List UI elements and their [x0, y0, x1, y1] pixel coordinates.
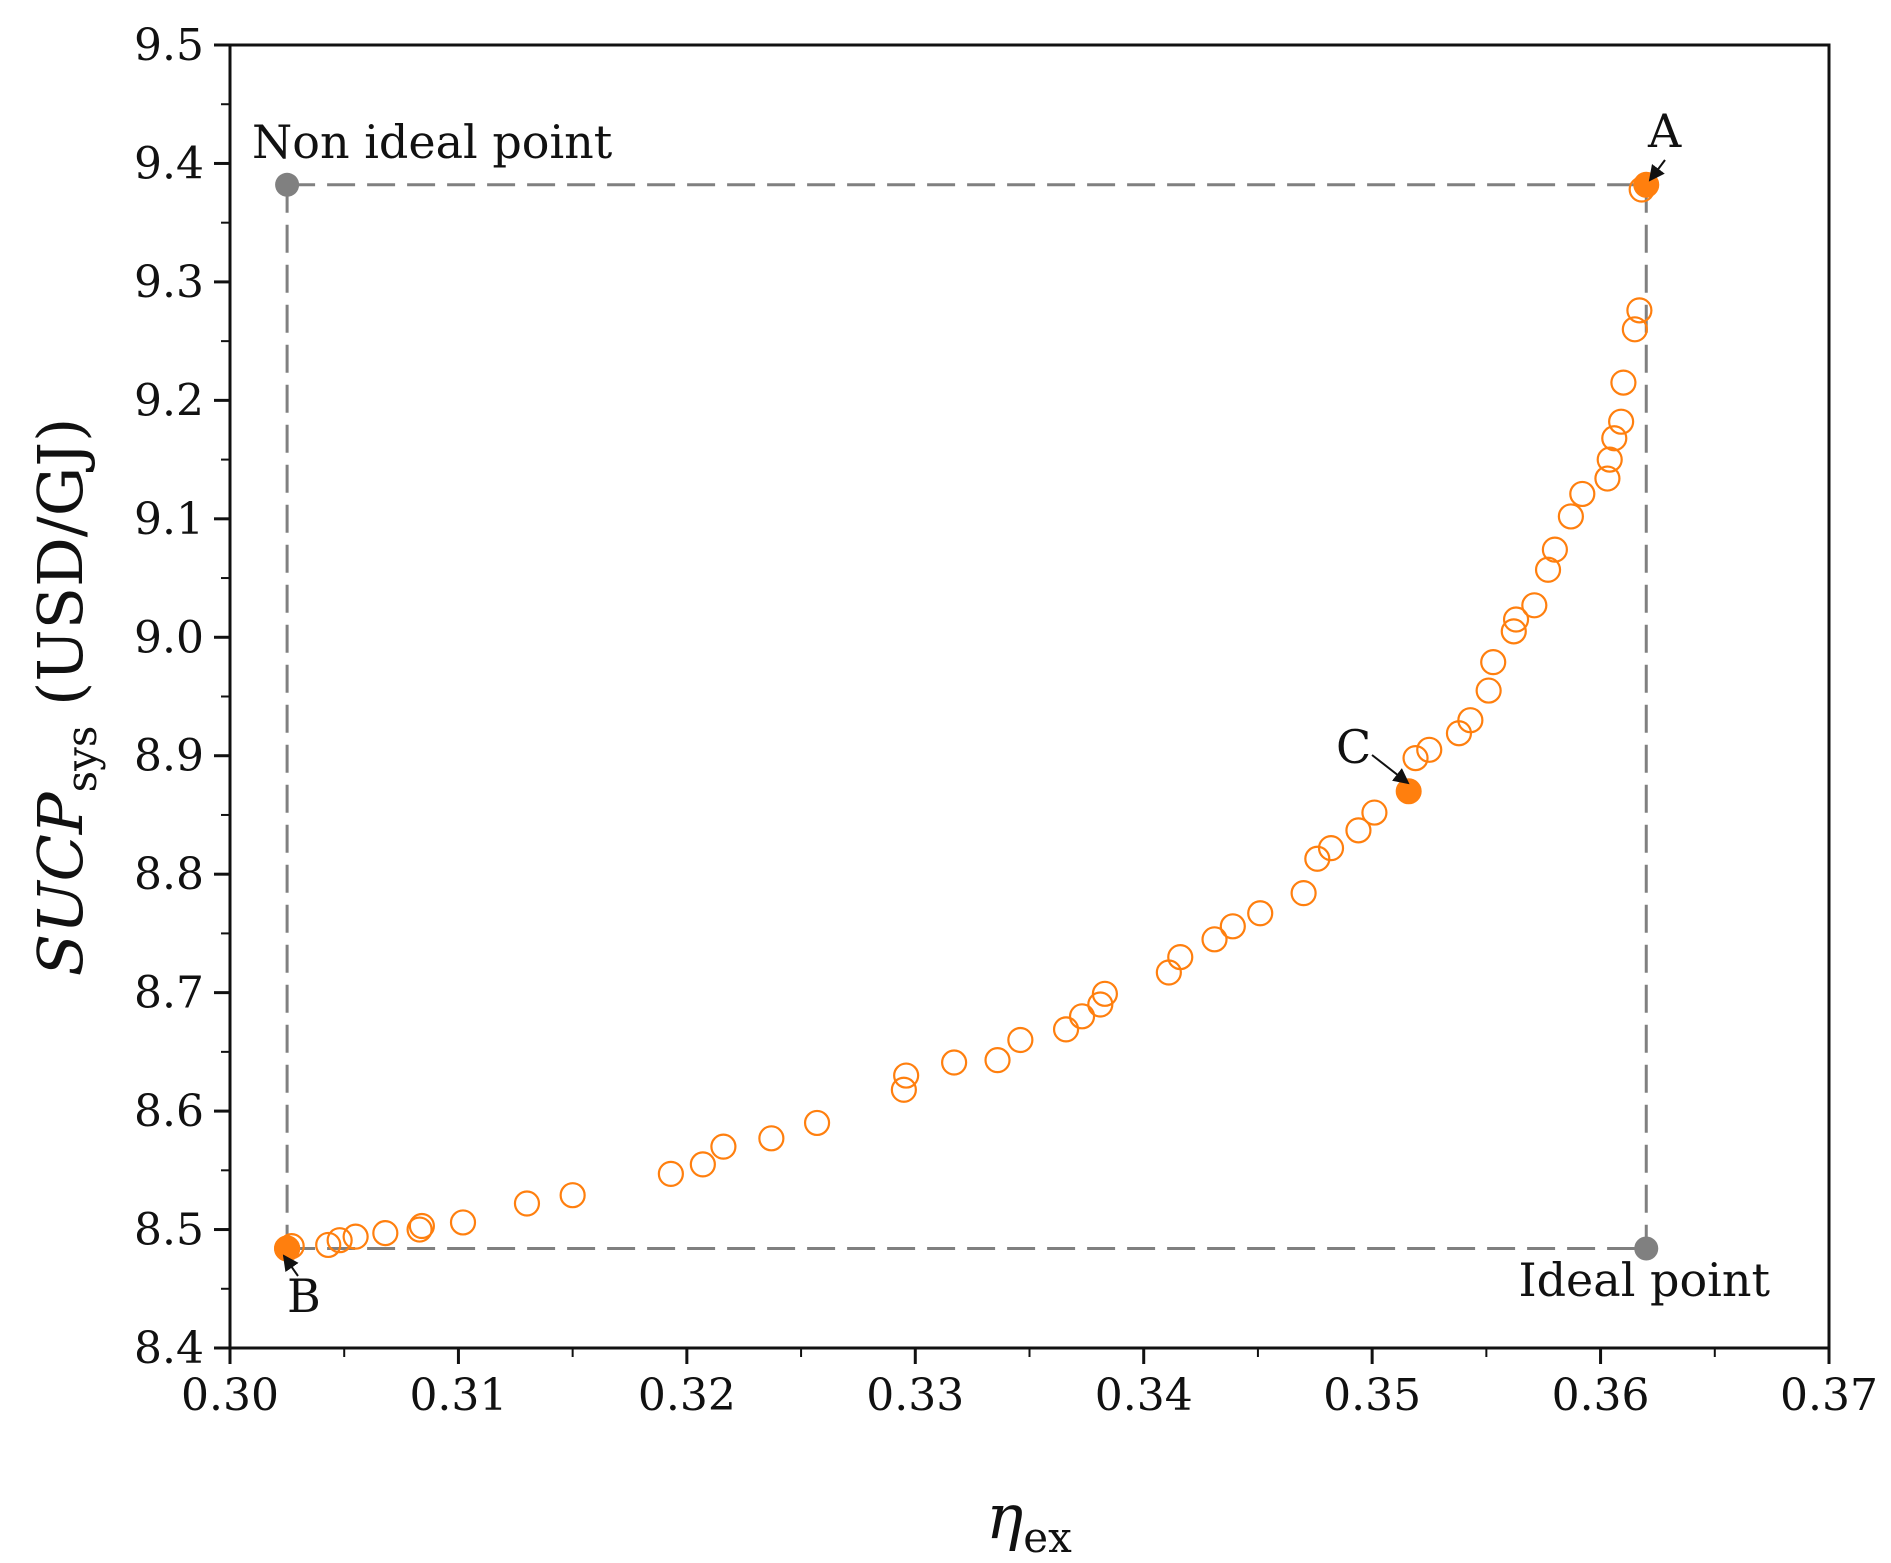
point-c-label: C — [1336, 720, 1371, 774]
data-point — [1621, 316, 1648, 343]
y-tick-label: 9.5 — [134, 20, 204, 71]
y-axis-unit-text: (USD/GJ) — [24, 418, 97, 706]
y-tick-label: 9.0 — [134, 612, 204, 663]
data-point — [559, 1182, 586, 1209]
data-point — [689, 1151, 716, 1178]
data-point — [315, 1231, 342, 1259]
x-axis-title: ηex — [986, 1480, 1072, 1562]
data-point — [1091, 980, 1118, 1007]
x-tick-label: 0.35 — [1323, 1370, 1421, 1421]
data-point — [1457, 707, 1484, 734]
data-point — [449, 1209, 477, 1236]
arrow-c — [1371, 754, 1410, 785]
y-tick-label: 8.8 — [134, 849, 204, 900]
arrow-b — [282, 1254, 299, 1277]
data-point — [1290, 880, 1317, 907]
y-tick-label: 9.1 — [134, 494, 204, 545]
x-tick-label: 0.32 — [638, 1370, 736, 1421]
x-axis-subscript: ex — [1023, 1513, 1072, 1562]
data-point — [890, 1076, 917, 1103]
x-tick-label: 0.30 — [181, 1370, 279, 1421]
data-point — [372, 1219, 399, 1247]
data-point — [1594, 465, 1621, 492]
x-tick-label: 0.34 — [1095, 1370, 1193, 1421]
data-point — [1416, 736, 1443, 763]
y-tick-label: 9.2 — [134, 375, 204, 426]
data-point — [1219, 913, 1246, 940]
data-point — [1521, 592, 1548, 619]
y-tick-label: 9.4 — [134, 138, 204, 189]
data-point — [1345, 817, 1372, 844]
y-axis-subscript: sys — [57, 726, 106, 793]
arrow-a — [1648, 159, 1666, 182]
data-point — [1317, 835, 1345, 862]
data-point — [342, 1223, 369, 1250]
data-point — [1304, 845, 1331, 872]
data-point — [1155, 959, 1182, 986]
data-point — [1402, 744, 1429, 772]
data-point — [1557, 503, 1584, 530]
x-tick-label: 0.31 — [409, 1370, 507, 1421]
plot-frame — [228, 43, 1831, 1350]
x-tick-label: 0.37 — [1780, 1370, 1878, 1421]
y-axis-title: SUCPsys (USD/GJ) — [24, 418, 106, 977]
data-point — [657, 1160, 684, 1187]
non-ideal-point-label: Non ideal point — [252, 115, 613, 169]
x-axis-symbol: η — [986, 1480, 1023, 1553]
data-point — [1608, 408, 1635, 435]
data-point — [1569, 480, 1596, 508]
y-tick-label: 8.5 — [134, 1205, 204, 1256]
highlight-point-a — [1633, 171, 1660, 198]
data-point — [513, 1190, 541, 1217]
data-point — [758, 1125, 785, 1152]
y-tick-label: 9.3 — [134, 257, 204, 308]
y-axis-symbol: SUCP — [24, 791, 97, 976]
data-point — [1007, 1026, 1034, 1054]
data-point — [1610, 369, 1637, 396]
data-point — [406, 1216, 433, 1243]
data-point — [710, 1133, 737, 1160]
y-axis-unit — [24, 706, 97, 726]
data-point — [1475, 677, 1502, 704]
data-point — [1626, 297, 1653, 324]
data-point — [984, 1047, 1011, 1074]
data-point — [941, 1049, 968, 1076]
data-point — [1534, 556, 1562, 583]
data-point — [1601, 425, 1628, 452]
y-tick-label: 8.6 — [134, 1086, 204, 1137]
point-a-label: A — [1647, 104, 1682, 158]
y-tick-label: 8.7 — [134, 968, 204, 1019]
x-tick-label: 0.36 — [1552, 1370, 1650, 1421]
non-ideal-point-marker — [275, 172, 300, 197]
y-tick-label: 8.9 — [134, 731, 204, 782]
data-point — [326, 1227, 353, 1254]
data-point — [1541, 536, 1568, 563]
highlight-point-b — [274, 1235, 301, 1262]
x-tick-label: 0.33 — [866, 1370, 964, 1421]
data-point — [893, 1062, 920, 1089]
data-point — [1052, 1016, 1080, 1043]
point-b-label: B — [287, 1269, 321, 1323]
data-point — [1201, 926, 1228, 953]
highlight-point-c — [1395, 778, 1422, 805]
data-point — [1247, 900, 1274, 927]
ideal-point-label: Ideal point — [1518, 1253, 1770, 1307]
data-point — [408, 1212, 435, 1240]
data-point — [1167, 943, 1194, 971]
ideal-point-marker — [1634, 1236, 1659, 1261]
data-point — [1480, 649, 1507, 676]
data-point — [1068, 1003, 1096, 1030]
data-point — [1596, 446, 1623, 473]
data-point — [1361, 799, 1388, 826]
data-point — [1500, 618, 1527, 645]
data-point — [803, 1109, 831, 1137]
y-tick-label: 8.4 — [134, 1323, 204, 1374]
data-point — [1502, 606, 1530, 633]
